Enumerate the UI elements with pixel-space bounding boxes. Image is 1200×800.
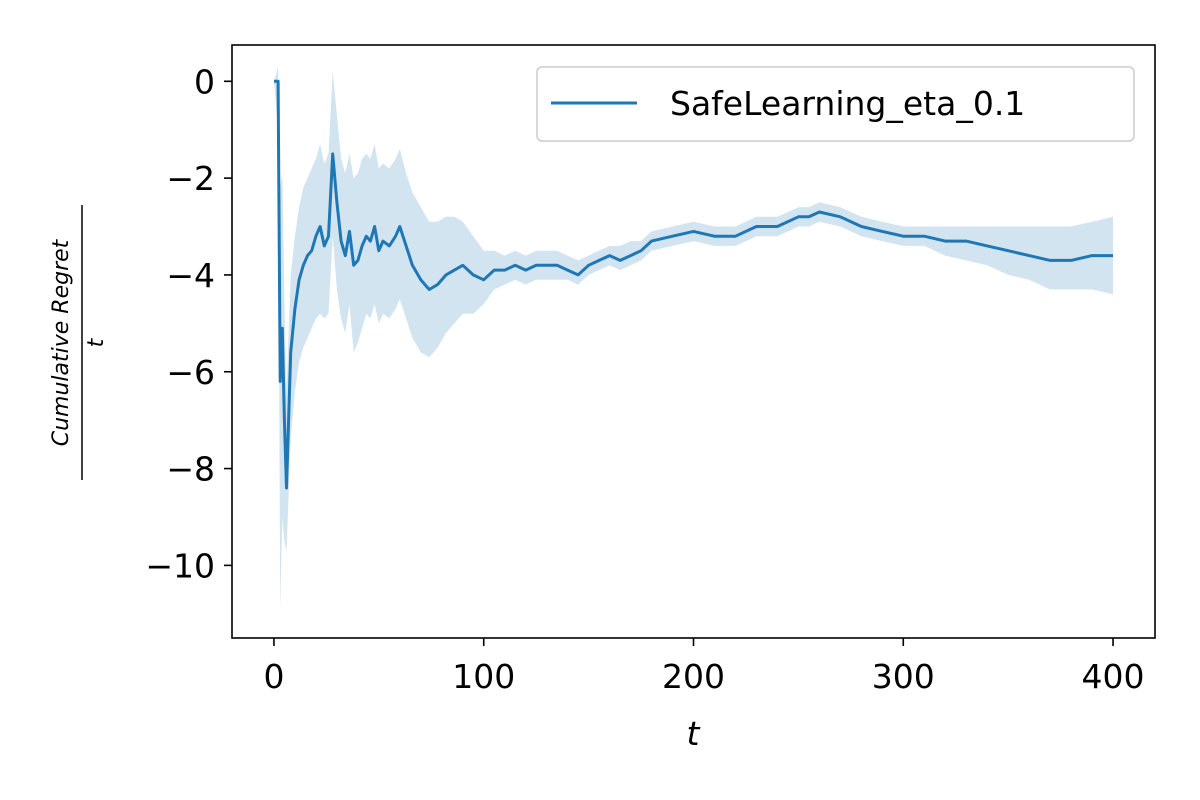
y-tick-label: −2 [166, 159, 215, 198]
confidence-band [274, 66, 1113, 610]
legend: SafeLearning_eta_0.1 [536, 66, 1135, 142]
y-tick-label: 0 [194, 62, 215, 101]
y-axis-label-denominator: t [84, 337, 109, 347]
plot-area [274, 66, 1113, 610]
x-tick-label: 300 [872, 657, 935, 696]
y-axis-label: Cumulative Regret t [49, 205, 109, 480]
x-axis-ticks: 0 100 200 300 400 [263, 638, 1145, 696]
x-axis-label: t [687, 714, 701, 753]
x-tick-label: 100 [452, 657, 515, 696]
y-tick-label: −6 [166, 353, 215, 392]
x-tick-label: 0 [263, 657, 284, 696]
legend-box [536, 66, 1135, 142]
y-tick-label: −10 [145, 546, 215, 585]
x-tick-label: 400 [1082, 657, 1145, 696]
y-axis-ticks: 0 −2 −4 −6 −8 −10 [145, 62, 232, 585]
y-axis-label-numerator: Cumulative Regret [49, 238, 74, 446]
x-tick-label: 200 [662, 657, 725, 696]
series-line [274, 79, 1113, 490]
legend-label: SafeLearning_eta_0.1 [670, 84, 1025, 123]
y-tick-label: −8 [166, 450, 215, 489]
y-tick-label: −4 [166, 256, 215, 295]
